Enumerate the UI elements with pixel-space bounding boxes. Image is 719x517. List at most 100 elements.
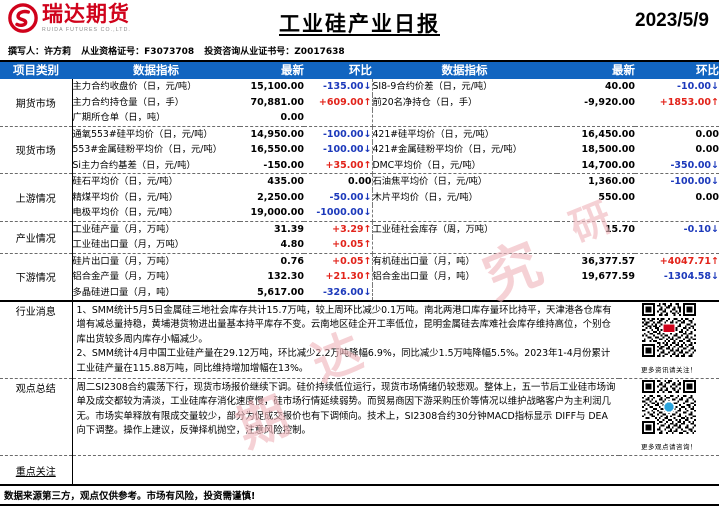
indicator-name-left: 铝合金产量（月，万吨） <box>72 271 175 282</box>
change-value-right: +4047.71↑ <box>659 255 719 267</box>
col-header-latest-right: 最新 <box>557 62 635 79</box>
indicator-name-right: 421#金属硅粉平均价（日，元/吨） <box>372 144 523 155</box>
latest-value-left: -150.00 <box>240 157 304 174</box>
summary-label: 观点总结 <box>0 378 73 457</box>
latest-value-right: 16,450.00 <box>581 128 636 140</box>
table-row: 产业情况 工业硅产量（月，万吨） 31.39 +3.29↑ 工业硅社会库存（周，万吨） 1… <box>0 221 719 254</box>
industry-news-body: 1、SMM统计5月5日金属硅三地社会库存共计15.7万吨，较上周环比减少0.1万… <box>72 302 619 380</box>
page-title: 工业硅产业日报 <box>279 12 440 36</box>
byline: 撰写人：许方莉 从业资格证号：F3073708 投资咨询从业证书号：Z00176… <box>0 42 719 62</box>
change-value-left: +0.05↑ <box>304 253 373 269</box>
indicator-name-left: 精煤平均价（日，元/吨） <box>72 191 178 203</box>
change-value-left <box>304 110 373 127</box>
indicator-name-left: 广期所仓单（日，吨） <box>72 110 240 127</box>
table-row: 电极平均价（日，元/吨） 19,000.00 -1000.00↓ <box>0 205 719 222</box>
indicator-name-left: 553#金属硅粉平均价（日，元/吨） <box>72 144 223 155</box>
latest-value-right: 18,500.00 <box>581 144 636 156</box>
indicator-name-right <box>372 110 557 127</box>
col-header-latest-left: 最新 <box>240 62 304 79</box>
indicator-name-right: 421#硅平均价（日，元/吨） <box>372 128 495 140</box>
change-value-right: 0.00 <box>695 144 719 156</box>
news-qr-caption: 更多资讯请关注！ <box>641 366 697 374</box>
latest-value-right: 40.00 <box>604 81 635 93</box>
col-header-indicator-right: 数据指标 <box>372 62 557 79</box>
change-value-right <box>635 284 719 302</box>
table-row: 上游情况 硅石平均价（日，元/吨） 435.00 0.00 石油焦平均价（日，元/吨） 1… <box>0 173 719 222</box>
change-value-left: -100.00↓ <box>304 126 373 142</box>
table-row: 多晶硅进口量（月，吨） 5,617.00 -326.00↓ <box>0 284 719 302</box>
change-value-right: -350.00↓ <box>635 157 719 174</box>
latest-value-left: 15,100.00 <box>250 81 305 93</box>
indicator-name-right: 有机硅出口量（月，吨） <box>372 255 475 267</box>
ruida-logo-icon <box>8 3 38 33</box>
indicator-name-left: 多晶硅进口量（月，吨） <box>72 284 240 302</box>
latest-value-left: 14,950.00 <box>250 128 305 140</box>
row-category: 期货市场 <box>0 79 73 127</box>
change-value-right <box>635 237 719 254</box>
disclaimer: 数据来源第三方，观点仅供参考。市场有风险，投资需谨慎! <box>0 486 719 507</box>
table-row: Si主力合约基差（日，元/吨） -150.00 +35.00↑ DMC平均价（日，元/… <box>0 157 719 174</box>
focus-body <box>72 455 719 487</box>
indicator-name-left: 工业硅出口量（月，万吨） <box>72 237 240 254</box>
news-qr-cell: 更多资讯请关注！ <box>619 302 719 380</box>
summary-qr-cell: 更多观点请咨询！ <box>619 378 719 457</box>
table-row: 铝合金产量（月，万吨） 132.30 +21.30↑ 铝合金出口量（月，吨） 19,67… <box>0 269 719 285</box>
col-header-category: 项目类别 <box>0 62 72 79</box>
col-header-indicator-left: 数据指标 <box>72 62 240 79</box>
row-category: 下游情况 <box>0 253 73 302</box>
company-logo: 瑞达期货 RUIDA FUTURES CO.,LTD. <box>8 3 131 33</box>
change-value-left: -1000.00↓ <box>304 205 373 222</box>
indicator-name-right: DMC平均价（日，元/吨） <box>372 157 557 174</box>
latest-value-right: 36,377.57 <box>581 255 636 267</box>
document-header: 瑞达期货 RUIDA FUTURES CO.,LTD. 工业硅产业日报 2023… <box>0 0 719 42</box>
latest-value-left: 4.80 <box>240 237 304 254</box>
row-category: 上游情况 <box>0 173 73 222</box>
change-value-left: +35.00↑ <box>304 157 373 174</box>
latest-value-left: 31.39 <box>273 223 304 235</box>
change-value-right: +1853.00↑ <box>659 96 719 108</box>
byline-author: 撰写人：许方莉 <box>8 47 72 57</box>
indicator-name-right: 石油焦平均价（日，元/吨） <box>372 176 488 187</box>
latest-value-left: 435.00 <box>267 176 304 188</box>
latest-value-left: 0.76 <box>280 255 304 267</box>
qr-code-news-icon[interactable] <box>642 303 696 362</box>
latest-value-left: 2,250.00 <box>257 191 304 203</box>
row-category: 产业情况 <box>0 221 73 254</box>
indicator-name-right: 铝合金出口量（月，吨） <box>372 271 475 282</box>
focus-row: 重点关注 <box>0 455 719 487</box>
indicator-name-left: 通氧553#硅平均价（日，元/吨） <box>72 128 213 140</box>
latest-value-left: 70,881.00 <box>250 96 305 108</box>
indicator-name-right: 木片平均价（日，元/吨） <box>372 191 478 203</box>
report-date: 2023/5/9 <box>635 10 709 31</box>
table-row: 下游情况 硅片出口量（月，万吨） 0.76 +0.05↑ 有机硅出口量（月，吨） 36,3… <box>0 253 719 302</box>
qr-code-summary-icon[interactable] <box>642 380 696 439</box>
latest-value-right: -9,920.00 <box>584 96 635 108</box>
company-name-cn: 瑞达期货 <box>42 2 130 26</box>
change-value-left: +21.30↑ <box>304 269 373 285</box>
col-header-change-left: 环比 <box>304 62 372 79</box>
indicator-name-left: Si主力合约基差（日，元/吨） <box>72 157 240 174</box>
table-row: 553#金属硅粉平均价（日，元/吨） 16,550.00 -100.00↓ 421#金… <box>0 142 719 158</box>
change-value-left: -100.00↓ <box>304 142 373 158</box>
latest-value-right: 14,700.00 <box>557 157 635 174</box>
byline-consult: 投资咨询从业证书号：Z0017638 <box>204 47 345 57</box>
change-value-left: -326.00↓ <box>304 284 373 302</box>
indicator-name-left: 主力合约收盘价（日，元/吨） <box>72 81 197 92</box>
indicator-name-right: 工业硅社会库存（周，万吨） <box>372 223 494 235</box>
col-header-change-right: 环比 <box>635 62 719 79</box>
indicator-name-left: 硅片出口量（月，万吨） <box>72 255 175 267</box>
table-row: 现货市场 通氧553#硅平均价（日，元/吨） 14,950.00 -100.00↓ 42… <box>0 126 719 174</box>
indicator-name-right <box>372 284 557 302</box>
summary-body: 周二SI2308合约震荡下行，现货市场报价继续下调。硅价持续低位运行，现货市场情… <box>72 378 619 457</box>
latest-value-left: 5,617.00 <box>240 284 304 302</box>
focus-label: 重点关注 <box>0 455 73 487</box>
latest-value-right: 19,677.59 <box>581 271 636 283</box>
change-value-left: -50.00↓ <box>304 189 373 205</box>
indicator-name-right: 前20名净持仓（日，手） <box>372 96 478 108</box>
latest-value-right: 550.00 <box>598 191 635 203</box>
table-row: 广期所仓单（日，吨） 0.00 <box>0 110 719 127</box>
latest-value-right <box>557 237 635 254</box>
row-category: 现货市场 <box>0 126 73 174</box>
news-paragraph-1: 1、SMM统计5月5日金属硅三地社会库存共计15.7万吨，较上周环比减少0.1万… <box>76 305 612 345</box>
change-value-left: +609.00↑ <box>304 94 373 110</box>
